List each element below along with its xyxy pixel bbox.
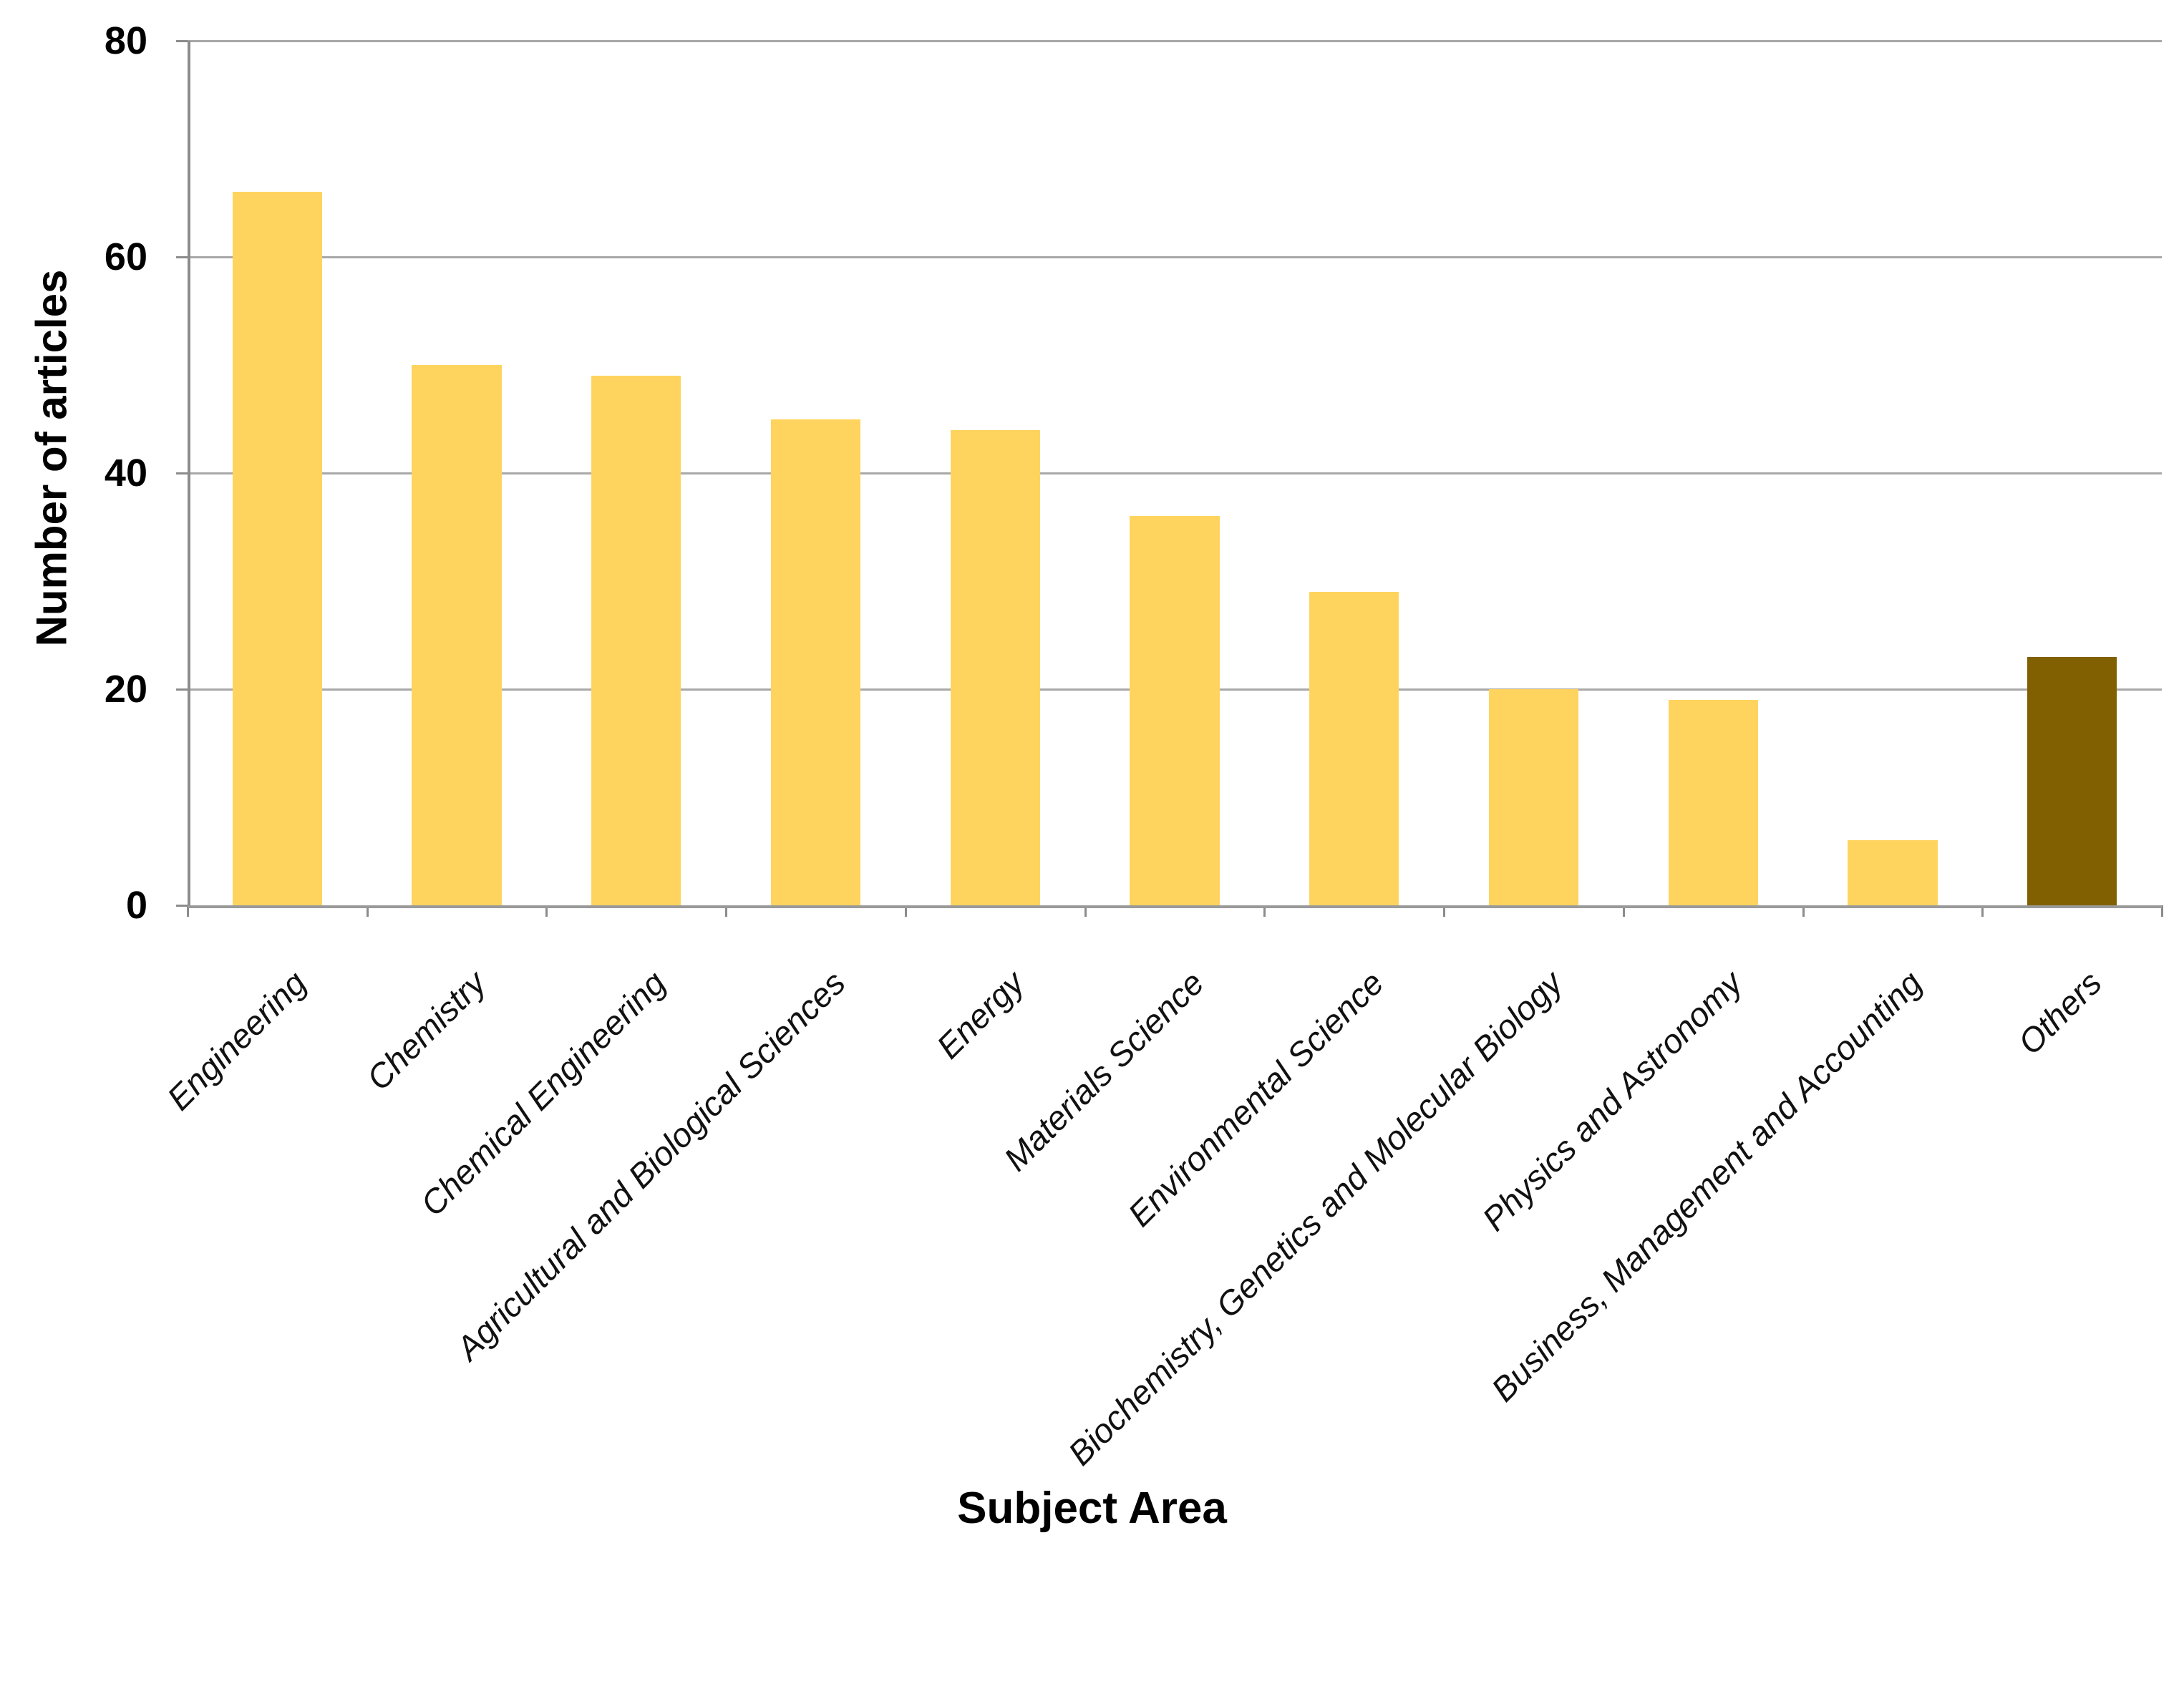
x-tick: [366, 905, 369, 917]
gridline-y-80: [188, 40, 2162, 42]
x-tick: [1084, 905, 1087, 917]
bar-agricultural-and-biological-sciences: [770, 419, 861, 905]
y-tick: [176, 905, 188, 907]
y-tick-label: 80: [104, 19, 147, 62]
bar-engineering: [232, 192, 323, 905]
x-tick: [187, 905, 189, 917]
y-tick: [176, 40, 188, 42]
y-tick: [176, 688, 188, 691]
y-tick-label: 60: [104, 235, 147, 278]
y-tick-label: 0: [125, 884, 147, 927]
y-axis-line: [188, 41, 190, 908]
x-tick: [725, 905, 728, 917]
gridline-y-60: [188, 256, 2162, 258]
y-tick: [176, 472, 188, 474]
bar-chart: Number of articles Subject Area 0 20 40 60 8…: [28, 19, 2163, 1533]
bar-materials-science: [1130, 516, 1220, 905]
gridline-y-40: [188, 472, 2162, 474]
bar-physics-and-astronomy: [1668, 700, 1758, 905]
x-tick: [1981, 905, 1984, 917]
x-axis-title: Subject Area: [957, 1484, 1227, 1533]
x-tick: [2161, 905, 2163, 917]
bar-biochemistry-genetics-and-molecular-biology: [1488, 689, 1579, 905]
y-tick: [176, 256, 188, 258]
bar-others: [2027, 656, 2117, 905]
x-tick: [1802, 905, 1805, 917]
bar-business-management-and-accounting: [1848, 840, 1938, 905]
x-tick: [1622, 905, 1625, 917]
y-tick-label: 20: [104, 668, 147, 711]
x-tick: [904, 905, 907, 917]
bar-chemical-engineering: [591, 376, 681, 905]
x-tick: [1263, 905, 1266, 917]
x-axis-line: [188, 905, 2162, 908]
y-tick-label: 40: [104, 452, 147, 495]
bar-chemistry: [412, 365, 502, 905]
bar-energy: [950, 429, 1040, 905]
bar-environmental-science: [1309, 592, 1399, 905]
x-tick: [545, 905, 548, 917]
x-tick: [1443, 905, 1446, 917]
